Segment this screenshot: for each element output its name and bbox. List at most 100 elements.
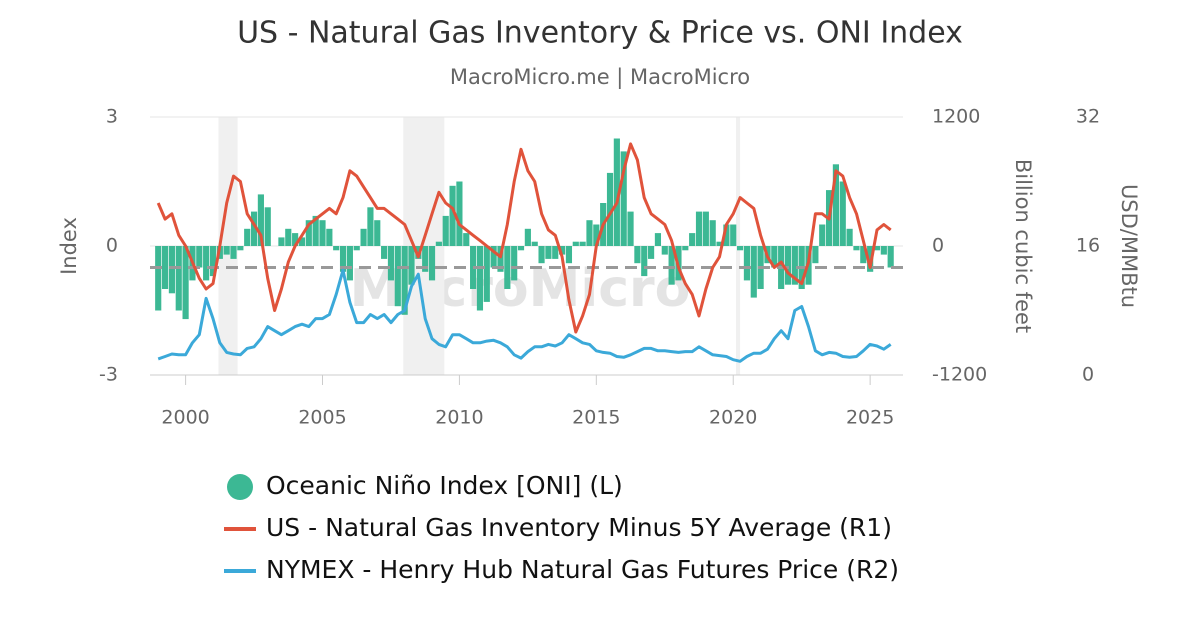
bar	[511, 246, 518, 281]
bar	[312, 215, 319, 246]
y3-tick-label: 0	[1082, 364, 1094, 386]
bar	[771, 246, 778, 268]
bar	[736, 246, 744, 251]
bar	[880, 246, 887, 255]
bar	[648, 246, 655, 259]
x-tick-label: 2015	[572, 407, 620, 429]
bar	[161, 246, 169, 289]
bar	[257, 194, 264, 246]
bar	[846, 228, 853, 246]
bar	[606, 172, 614, 246]
bar	[784, 246, 792, 285]
bar	[668, 246, 675, 285]
bar	[873, 246, 881, 251]
y3-tick-label: 32	[1076, 106, 1100, 128]
bar	[730, 224, 737, 246]
bar	[723, 224, 730, 246]
y2-axis-title: Billion cubic feet	[1011, 159, 1035, 333]
bar	[613, 138, 620, 246]
bar	[579, 241, 586, 246]
bar	[196, 246, 203, 268]
bar	[244, 228, 251, 246]
bar	[654, 233, 662, 246]
bar	[449, 185, 456, 246]
bar	[428, 246, 436, 281]
y2-tick-label: 0	[932, 235, 944, 257]
y-axis-title: Index	[57, 217, 81, 275]
bar	[435, 241, 442, 246]
bar	[298, 237, 306, 246]
bar	[853, 246, 860, 251]
bar	[559, 246, 566, 255]
bar	[867, 246, 874, 272]
bar	[285, 228, 292, 246]
bar	[333, 246, 340, 251]
bar	[812, 246, 819, 264]
bar	[682, 246, 689, 251]
bar	[689, 233, 696, 246]
bar	[230, 246, 237, 259]
line	[157, 268, 892, 363]
bar	[408, 246, 415, 285]
bar	[175, 246, 182, 311]
bar	[565, 246, 573, 264]
bar	[182, 246, 189, 320]
x-tick-label: 2010	[435, 407, 483, 429]
legend-label: NYMEX - Henry Hub Natural Gas Futures Pr…	[266, 555, 899, 584]
bar	[305, 220, 312, 246]
bar	[381, 246, 388, 259]
bar	[839, 181, 846, 246]
bar	[552, 246, 559, 259]
legend-label: Oceanic Niño Index [ONI] (L)	[266, 471, 623, 500]
bar	[716, 241, 723, 246]
bar	[250, 211, 258, 246]
bar	[374, 220, 381, 246]
y2-tick-label: 1200	[932, 106, 980, 128]
bar	[709, 220, 716, 246]
y3-axis-title: USD/MMBtu	[1117, 184, 1141, 308]
bar	[593, 224, 600, 246]
bar	[264, 207, 271, 246]
bar	[339, 246, 347, 272]
y-tick-label: 3	[106, 106, 118, 128]
bar	[292, 233, 299, 246]
bar	[695, 211, 703, 246]
chart-title: US - Natural Gas Inventory & Price vs. O…	[237, 16, 963, 51]
bar	[203, 246, 210, 281]
bar	[367, 207, 374, 246]
bar	[346, 246, 353, 281]
bar	[483, 246, 490, 302]
bar	[209, 246, 217, 277]
bar	[504, 246, 511, 289]
bar	[832, 164, 839, 246]
line	[156, 142, 892, 334]
bar	[223, 246, 230, 255]
bar	[442, 215, 449, 246]
y2-tick-label: -1200	[932, 364, 987, 386]
bar	[634, 246, 641, 264]
bar	[791, 246, 798, 285]
bar	[278, 237, 285, 246]
bar	[860, 246, 867, 264]
bar	[319, 220, 326, 246]
bar	[476, 246, 484, 311]
bar	[326, 228, 333, 246]
bar	[490, 246, 497, 268]
bar	[387, 246, 395, 281]
bar	[538, 246, 545, 264]
bar	[155, 246, 162, 311]
bar	[887, 246, 894, 268]
chart-subtitle: MacroMicro.me | MacroMicro	[450, 65, 750, 90]
bar	[360, 228, 367, 246]
bar	[394, 246, 401, 307]
bar	[545, 246, 552, 259]
bar	[463, 233, 470, 246]
bar	[750, 246, 757, 298]
x-tick-label: 2020	[709, 407, 757, 429]
bar	[517, 246, 525, 251]
bar	[641, 246, 648, 277]
bar	[586, 220, 593, 246]
x-tick-label: 2000	[161, 407, 209, 429]
y-tick-label: 0	[106, 235, 118, 257]
